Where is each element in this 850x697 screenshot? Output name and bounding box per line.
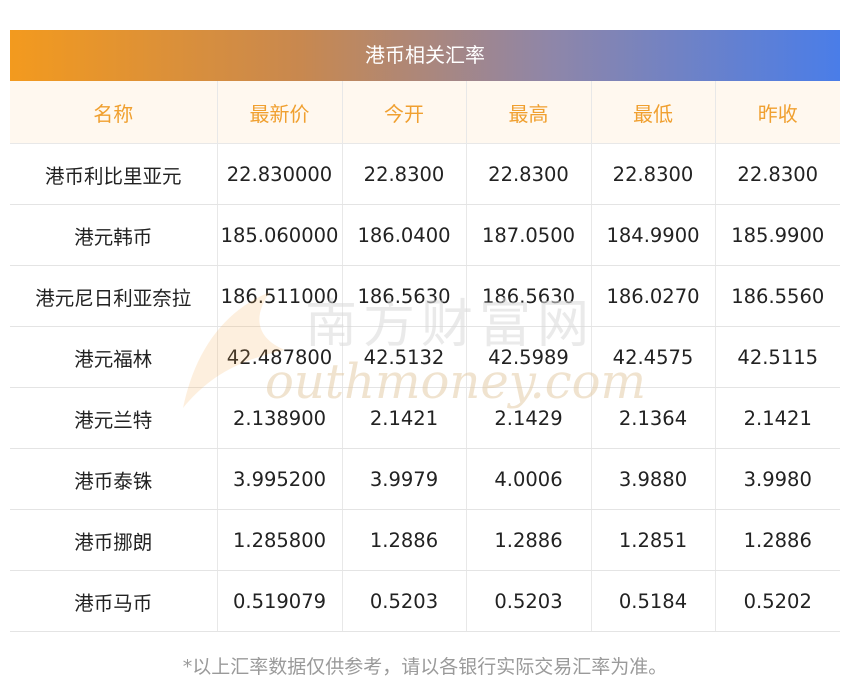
cell-latest: 1.285800 — [217, 509, 343, 571]
cell-name: 港币利比里亚元 — [10, 143, 218, 205]
cell-name: 港币马币 — [10, 570, 218, 632]
cell-prev-close: 1.2886 — [715, 509, 840, 571]
table-row: 港元尼日利亚奈拉 186.511000 186.5630 186.5630 18… — [10, 265, 840, 327]
cell-open: 1.2886 — [342, 509, 467, 571]
cell-low: 42.4575 — [591, 326, 716, 388]
column-header-latest: 最新价 — [217, 81, 343, 144]
table-row: 港币挪朗 1.285800 1.2886 1.2886 1.2851 1.288… — [10, 509, 840, 571]
cell-prev-close: 42.5115 — [715, 326, 840, 388]
cell-latest: 22.830000 — [217, 143, 343, 205]
cell-latest: 3.995200 — [217, 448, 343, 510]
cell-low: 1.2851 — [591, 509, 716, 571]
table-row: 港币泰铢 3.995200 3.9979 4.0006 3.9880 3.998… — [10, 448, 840, 510]
cell-open: 42.5132 — [342, 326, 467, 388]
column-header-open: 今开 — [342, 81, 467, 144]
cell-high: 2.1429 — [466, 387, 592, 449]
cell-high: 22.8300 — [466, 143, 592, 205]
cell-low: 184.9900 — [591, 204, 716, 266]
cell-open: 186.5630 — [342, 265, 467, 327]
table-row: 港元福林 42.487800 42.5132 42.5989 42.4575 4… — [10, 326, 840, 388]
table-title: 港币相关汇率 — [10, 30, 840, 81]
cell-latest: 186.511000 — [217, 265, 343, 327]
cell-name: 港元韩币 — [10, 204, 218, 266]
cell-open: 22.8300 — [342, 143, 467, 205]
cell-prev-close: 185.9900 — [715, 204, 840, 266]
cell-name: 港币挪朗 — [10, 509, 218, 571]
cell-low: 3.9880 — [591, 448, 716, 510]
cell-open: 3.9979 — [342, 448, 467, 510]
cell-prev-close: 0.5202 — [715, 570, 840, 632]
cell-latest: 2.138900 — [217, 387, 343, 449]
cell-prev-close: 3.9980 — [715, 448, 840, 510]
cell-latest: 185.060000 — [217, 204, 343, 266]
header-row: 名称 最新价 今开 最高 最低 昨收 — [10, 81, 840, 144]
cell-high: 4.0006 — [466, 448, 592, 510]
cell-high: 186.5630 — [466, 265, 592, 327]
rate-table: 名称 最新价 今开 最高 最低 昨收 港币利比里亚元 22.830000 22.… — [10, 81, 840, 632]
cell-low: 0.5184 — [591, 570, 716, 632]
column-header-high: 最高 — [466, 81, 592, 144]
column-header-low: 最低 — [591, 81, 716, 144]
cell-open: 186.0400 — [342, 204, 467, 266]
table-row: 港币利比里亚元 22.830000 22.8300 22.8300 22.830… — [10, 143, 840, 205]
disclaimer-note: *以上汇率数据仅供参考，请以各银行实际交易汇率为准。 — [182, 656, 668, 678]
cell-latest: 42.487800 — [217, 326, 343, 388]
cell-name: 港元兰特 — [10, 387, 218, 449]
column-header-name: 名称 — [10, 81, 218, 144]
cell-low: 22.8300 — [591, 143, 716, 205]
cell-name: 港币泰铢 — [10, 448, 218, 510]
cell-low: 186.0270 — [591, 265, 716, 327]
cell-latest: 0.519079 — [217, 570, 343, 632]
cell-name: 港元福林 — [10, 326, 218, 388]
table-row: 港元兰特 2.138900 2.1421 2.1429 2.1364 2.142… — [10, 387, 840, 449]
table-row: 港元韩币 185.060000 186.0400 187.0500 184.99… — [10, 204, 840, 266]
table-row: 港币马币 0.519079 0.5203 0.5203 0.5184 0.520… — [10, 570, 840, 632]
cell-prev-close: 22.8300 — [715, 143, 840, 205]
cell-high: 187.0500 — [466, 204, 592, 266]
cell-high: 0.5203 — [466, 570, 592, 632]
column-header-prev-close: 昨收 — [715, 81, 840, 144]
cell-low: 2.1364 — [591, 387, 716, 449]
cell-prev-close: 186.5560 — [715, 265, 840, 327]
cell-open: 2.1421 — [342, 387, 467, 449]
rate-table-card: 港币相关汇率 名称 最新价 今开 最高 最低 昨收 港币利比里亚元 22.830… — [10, 30, 840, 632]
cell-open: 0.5203 — [342, 570, 467, 632]
cell-high: 42.5989 — [466, 326, 592, 388]
cell-prev-close: 2.1421 — [715, 387, 840, 449]
cell-high: 1.2886 — [466, 509, 592, 571]
cell-name: 港元尼日利亚奈拉 — [10, 265, 218, 327]
